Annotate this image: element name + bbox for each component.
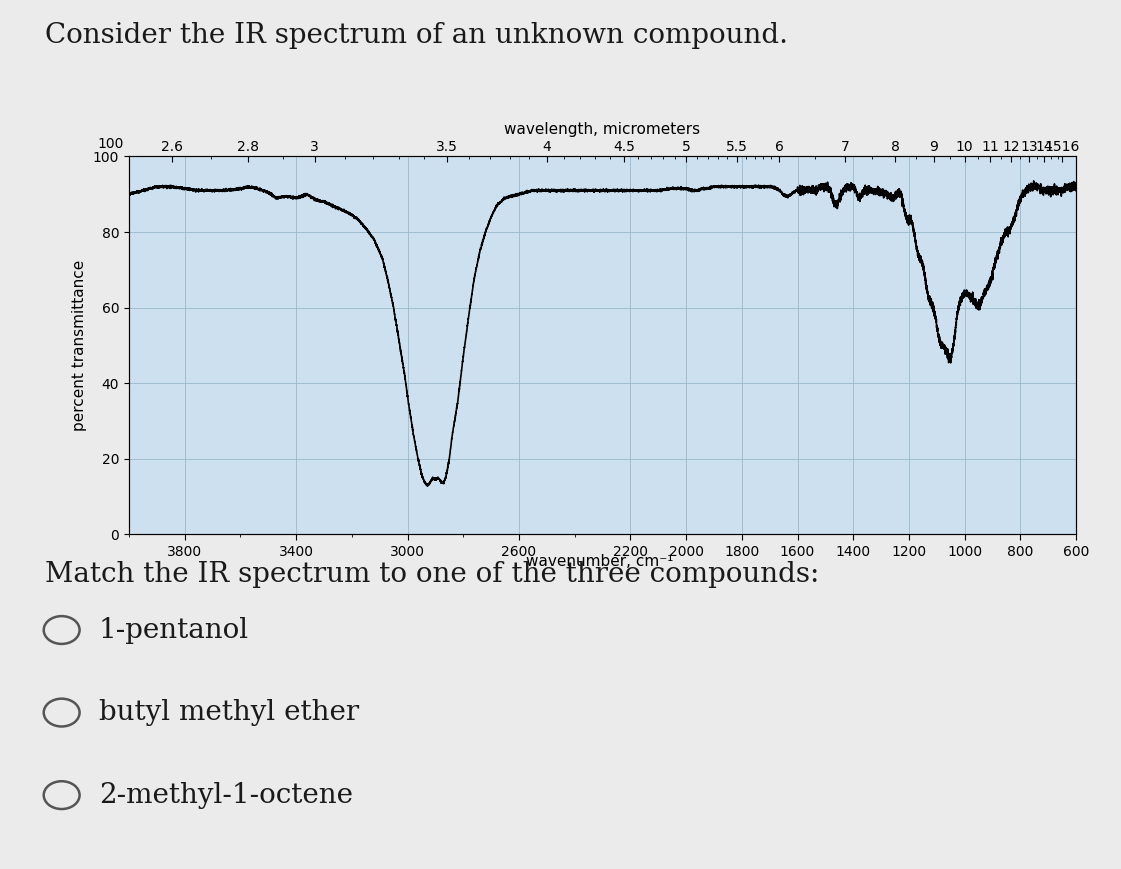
Text: butyl methyl ether: butyl methyl ether xyxy=(99,699,359,726)
Text: 1-pentanol: 1-pentanol xyxy=(99,616,249,644)
Text: Match the IR spectrum to one of the three compounds:: Match the IR spectrum to one of the thre… xyxy=(45,561,819,587)
Text: Consider the IR spectrum of an unknown compound.: Consider the IR spectrum of an unknown c… xyxy=(45,22,788,49)
Text: 100: 100 xyxy=(98,136,123,150)
X-axis label: wavelength, micrometers: wavelength, micrometers xyxy=(504,122,701,137)
Text: wavenumber, cm⁻¹: wavenumber, cm⁻¹ xyxy=(526,554,674,568)
Text: 2-methyl-1-octene: 2-methyl-1-octene xyxy=(99,781,353,809)
Y-axis label: percent transmittance: percent transmittance xyxy=(72,260,87,431)
